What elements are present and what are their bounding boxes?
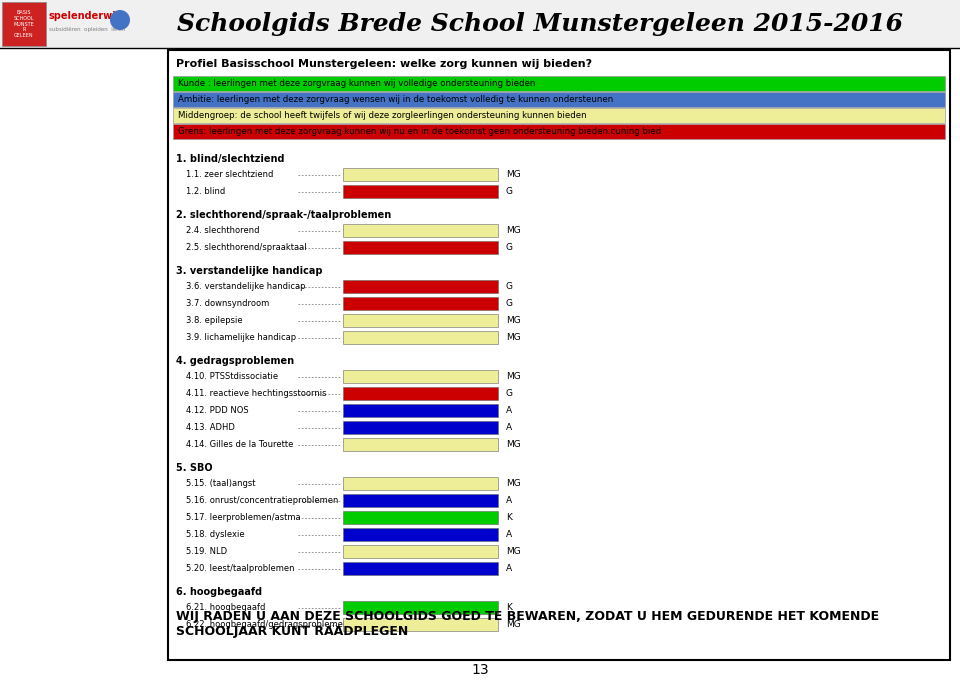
Text: 3. verstandelijke handicap: 3. verstandelijke handicap xyxy=(176,266,323,276)
Text: G: G xyxy=(506,389,513,398)
Bar xyxy=(343,618,498,631)
Text: Profiel Basisschool Munstergeleen: welke zorg kunnen wij bieden?: Profiel Basisschool Munstergeleen: welke… xyxy=(176,59,592,69)
Bar xyxy=(343,404,498,417)
Text: 5. SBO: 5. SBO xyxy=(176,463,212,473)
Bar xyxy=(343,511,498,524)
Text: 2.5. slechthorend/spraaktaal: 2.5. slechthorend/spraaktaal xyxy=(186,243,306,252)
Text: 6.21. hoogbegaafd: 6.21. hoogbegaafd xyxy=(186,603,265,612)
Text: Schoolgids Brede School Munstergeleen 2015-2016: Schoolgids Brede School Munstergeleen 20… xyxy=(177,12,903,36)
Text: spelenderwijs: spelenderwijs xyxy=(49,11,126,21)
Bar xyxy=(343,168,498,181)
Text: G: G xyxy=(506,282,513,291)
Bar xyxy=(343,241,498,254)
Text: 5.16. onrust/concentratieproblemen: 5.16. onrust/concentratieproblemen xyxy=(186,496,338,505)
Text: 5.15. (taal)angst: 5.15. (taal)angst xyxy=(186,479,255,488)
Text: G: G xyxy=(506,299,513,308)
Text: 4.11. reactieve hechtingsstoornis: 4.11. reactieve hechtingsstoornis xyxy=(186,389,326,398)
Bar xyxy=(343,280,498,294)
Text: MG: MG xyxy=(506,479,520,488)
Bar xyxy=(343,438,498,452)
Text: Ambitie: leerlingen met deze zorgvraag wensen wij in de toekomst volledig te kun: Ambitie: leerlingen met deze zorgvraag w… xyxy=(178,95,613,104)
Text: 6. hoogbegaafd: 6. hoogbegaafd xyxy=(176,587,262,597)
Text: 4.13. ADHD: 4.13. ADHD xyxy=(186,423,235,432)
Bar xyxy=(343,387,498,400)
Text: MG: MG xyxy=(506,170,520,179)
Text: MG: MG xyxy=(506,547,520,556)
Text: Kunde : leerlingen met deze zorgvraag kunnen wij volledige ondersteuning bieden: Kunde : leerlingen met deze zorgvraag ku… xyxy=(178,79,536,88)
Text: 3.6. verstandelijke handicap: 3.6. verstandelijke handicap xyxy=(186,282,305,291)
Text: 1. blind/slechtziend: 1. blind/slechtziend xyxy=(176,154,284,164)
Text: WIJ RADEN U AAN DEZE SCHOOLGIDS GOED TE BEWAREN, ZODAT U HEM GEDURENDE HET KOMEN: WIJ RADEN U AAN DEZE SCHOOLGIDS GOED TE … xyxy=(176,610,879,638)
Text: MG: MG xyxy=(506,440,520,449)
Text: A: A xyxy=(506,530,512,539)
Bar xyxy=(343,477,498,490)
Bar xyxy=(343,314,498,328)
Bar xyxy=(343,297,498,311)
Bar xyxy=(343,421,498,434)
Bar xyxy=(173,124,945,139)
Bar xyxy=(343,562,498,575)
Bar xyxy=(343,601,498,614)
Text: MG: MG xyxy=(506,620,520,629)
Text: 6.22. hoogbegaafd/gedragsproblemen: 6.22. hoogbegaafd/gedragsproblemen xyxy=(186,620,348,629)
Bar xyxy=(343,545,498,558)
Text: 3.9. lichamelijke handicap: 3.9. lichamelijke handicap xyxy=(186,333,296,342)
Bar xyxy=(0,0,960,48)
Text: MG: MG xyxy=(506,226,520,235)
Text: 5.20. leest/taalproblemen: 5.20. leest/taalproblemen xyxy=(186,564,295,573)
Text: 4.12. PDD NOS: 4.12. PDD NOS xyxy=(186,406,249,415)
Text: 3.7. downsyndroom: 3.7. downsyndroom xyxy=(186,299,269,308)
Bar xyxy=(2,2,46,46)
Bar xyxy=(343,494,498,507)
Text: 13: 13 xyxy=(471,663,489,677)
Bar xyxy=(343,185,498,198)
Text: 4.10. PTSStdissociatie: 4.10. PTSStdissociatie xyxy=(186,372,278,381)
Text: MG: MG xyxy=(506,372,520,381)
Text: G: G xyxy=(506,187,513,196)
Bar xyxy=(52,4,122,44)
Bar xyxy=(173,76,945,91)
Text: A: A xyxy=(506,564,512,573)
Text: MG: MG xyxy=(506,333,520,342)
Bar xyxy=(343,528,498,541)
Text: subsidiëren  opleiden  leren: subsidiëren opleiden leren xyxy=(49,27,125,33)
Circle shape xyxy=(110,10,130,30)
Text: 5.19. NLD: 5.19. NLD xyxy=(186,547,228,556)
Bar xyxy=(343,224,498,237)
Text: G: G xyxy=(506,243,513,252)
Bar xyxy=(173,92,945,107)
Text: 2.4. slechthorend: 2.4. slechthorend xyxy=(186,226,259,235)
Text: 2. slechthorend/spraak-/taalproblemen: 2. slechthorend/spraak-/taalproblemen xyxy=(176,210,392,220)
Text: 4. gedragsproblemen: 4. gedragsproblemen xyxy=(176,355,294,366)
Text: K: K xyxy=(506,603,512,612)
Text: Grens: leerlingen met deze zorgvraag kunnen wij nu en in de toekomst geen onders: Grens: leerlingen met deze zorgvraag kun… xyxy=(178,127,661,136)
Text: 1.2. blind: 1.2. blind xyxy=(186,187,226,196)
Text: 4.14. Gilles de la Tourette: 4.14. Gilles de la Tourette xyxy=(186,440,294,449)
Text: A: A xyxy=(506,406,512,415)
Text: Middengroep: de school heeft twijfels of wij deze zorgleerlingen ondersteuning k: Middengroep: de school heeft twijfels of… xyxy=(178,111,587,120)
Bar xyxy=(343,370,498,383)
Text: 5.18. dyslexie: 5.18. dyslexie xyxy=(186,530,245,539)
Text: MG: MG xyxy=(506,316,520,325)
Bar xyxy=(343,331,498,345)
Text: BASIS
SCHOOL
MUNSTE
R
GELEEN: BASIS SCHOOL MUNSTE R GELEEN xyxy=(13,10,35,38)
Bar xyxy=(173,108,945,123)
Text: A: A xyxy=(506,423,512,432)
Text: 1.1. zeer slechtziend: 1.1. zeer slechtziend xyxy=(186,170,274,179)
Bar xyxy=(168,50,950,660)
Text: 3.8. epilepsie: 3.8. epilepsie xyxy=(186,316,243,325)
Text: 5.17. leerproblemen/astma: 5.17. leerproblemen/astma xyxy=(186,513,300,522)
Text: K: K xyxy=(506,513,512,522)
Text: A: A xyxy=(506,496,512,505)
